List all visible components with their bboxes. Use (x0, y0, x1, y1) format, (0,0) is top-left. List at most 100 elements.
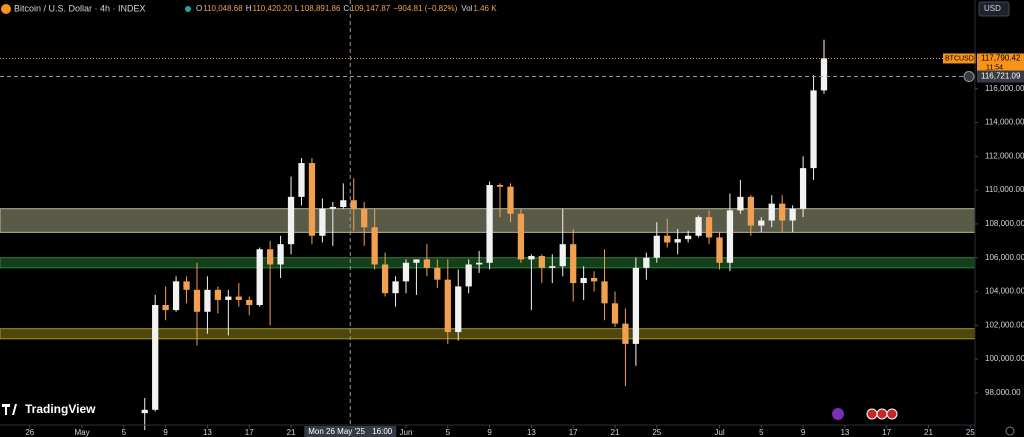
x-tick-label: Jun (400, 428, 413, 437)
logo-text: TradingView (25, 402, 96, 416)
candle-body (486, 185, 493, 263)
candle-body (152, 305, 159, 410)
candle-body (789, 208, 796, 221)
candle-body (549, 266, 556, 268)
candle-body (590, 277, 598, 282)
y-tick-label: 100,000.00 (985, 354, 1024, 363)
ohlc-value: 110,048.68 (203, 4, 243, 13)
candle-body (496, 185, 504, 187)
candle-body (810, 90, 817, 169)
candle-body (799, 168, 807, 209)
candle-body (381, 264, 389, 294)
x-tick-label: 5 (122, 428, 127, 437)
candle-body (267, 249, 274, 265)
candle-body (705, 217, 713, 238)
candle-body (204, 289, 211, 312)
candle-body (298, 163, 305, 197)
x-tick-label: 5 (446, 428, 451, 437)
candle-body (538, 256, 545, 268)
candle-body (371, 227, 378, 265)
candle-body (402, 262, 410, 282)
candle-body (716, 237, 723, 263)
candle-body (319, 208, 326, 236)
candle-body (350, 200, 357, 209)
ticker-tag: BTCUSD (945, 55, 974, 62)
candle-body (580, 277, 587, 284)
candle-body (392, 281, 399, 294)
candle-body (601, 281, 608, 304)
crosshair-price-label: 116,721.09 (981, 72, 1021, 81)
candle-body (277, 244, 284, 265)
x-tick-label: 25 (652, 428, 661, 437)
candle-body (685, 235, 692, 240)
candle-body (235, 296, 242, 300)
settings-icon[interactable] (1005, 426, 1015, 436)
candle-body (287, 196, 295, 245)
candle-body (632, 267, 640, 344)
x-tick-label: 26 (25, 428, 34, 437)
candles (141, 39, 828, 431)
x-tick-label: 21 (287, 428, 296, 437)
coin-icon (1, 4, 11, 14)
x-tick-label: 17 (882, 428, 891, 437)
x-tick-label: 13 (840, 428, 849, 437)
countdown: 11:54 (986, 64, 1003, 71)
candle-body (653, 235, 660, 258)
candle-body (726, 210, 734, 263)
candle-body (570, 244, 577, 284)
candle-body (559, 244, 566, 267)
currency-box[interactable] (978, 1, 1010, 17)
x-tick-label: 17 (245, 428, 254, 437)
candle-body (758, 220, 765, 226)
candle-body (340, 200, 347, 208)
y-tick-label: 98,000.00 (985, 388, 1021, 397)
candle-body (246, 299, 253, 306)
x-tick-label: 17 (569, 428, 578, 437)
candle-body (172, 281, 180, 311)
x-tick-label: 13 (527, 428, 536, 437)
candle-body (747, 196, 754, 226)
candle-body (225, 296, 232, 300)
y-tick-label: 106,000.00 (985, 253, 1024, 262)
status-dot (185, 6, 191, 12)
candle-body (737, 196, 744, 211)
x-tick-label: 13 (203, 428, 212, 437)
event-flag[interactable] (876, 408, 888, 420)
event-flag[interactable] (866, 408, 878, 420)
y-tick-label: 102,000.00 (985, 320, 1024, 329)
candle-body (695, 217, 702, 236)
y-tick-label: 116,000.00 (985, 84, 1024, 93)
candle-body (643, 257, 650, 268)
y-tick-label: 104,000.00 (985, 287, 1024, 296)
crosshair-time: 16:00 (372, 427, 393, 436)
candle-body (476, 262, 483, 265)
candle-body (214, 289, 222, 300)
ohlc-key: C (343, 4, 349, 13)
x-tick-label: Jul (714, 428, 724, 437)
volume: 1.46 K (473, 4, 497, 13)
last-price-box (977, 53, 1024, 73)
candle-body (507, 186, 514, 214)
logo: TradingView (2, 402, 96, 416)
candle-body (141, 409, 148, 414)
candle-body (434, 267, 441, 280)
ticker-tag-box (943, 53, 976, 64)
x-tick-label: 21 (924, 428, 933, 437)
candle-body (183, 281, 190, 290)
x-tick-label: 25 (966, 428, 975, 437)
candle-body (664, 235, 671, 243)
currency[interactable]: USD (984, 4, 1001, 13)
event-flag[interactable] (886, 408, 898, 420)
x-tick-label: 9 (487, 428, 492, 437)
y-tick-label: 110,000.00 (985, 185, 1024, 194)
event-icon[interactable] (832, 408, 844, 420)
candle-body (674, 239, 681, 243)
candle-body (622, 323, 629, 344)
ohlc-key: H (246, 4, 252, 13)
candle-body (465, 264, 472, 287)
change: −904.81 (−0.82%) (393, 4, 457, 13)
candle-body (329, 207, 336, 209)
candle-body (779, 203, 786, 221)
